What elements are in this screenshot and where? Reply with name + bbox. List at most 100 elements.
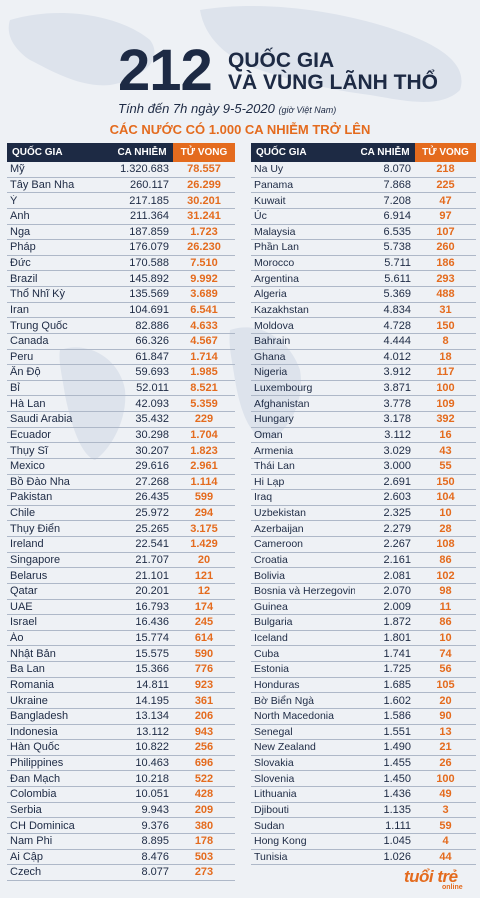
table-row: Ukraine 14.195 361	[7, 693, 235, 709]
cases-cell: 5.369	[383, 288, 411, 301]
deaths-cell: 590	[194, 647, 214, 660]
country-cell: Mexico	[10, 460, 45, 473]
table-row: Bahrain 4.444 8	[251, 334, 476, 350]
deaths-cell: 117	[436, 366, 455, 379]
deaths-cell: 256	[194, 741, 214, 754]
table-row: Bulgaria 1.872 86	[251, 615, 476, 631]
cases-cell: 59.693	[135, 366, 169, 379]
country-cell: Saudi Arabia	[10, 413, 73, 426]
table-row: Ai Cập 8.476 503	[7, 850, 235, 866]
deaths-cell: 104	[436, 491, 455, 504]
table-row: Lithuania 1.436 49	[251, 787, 476, 803]
cases-cell: 22.541	[135, 538, 169, 551]
cases-cell: 3.178	[383, 413, 411, 426]
table-row: Djibouti 1.135 3	[251, 803, 476, 819]
cases-cell: 16.436	[135, 616, 169, 629]
table-row: Senegal 1.551 13	[251, 725, 476, 741]
cases-cell: 10.051	[135, 788, 169, 801]
country-cell: Bồ Đào Nha	[10, 475, 70, 488]
country-cell: Tây Ban Nha	[10, 178, 75, 191]
deaths-cell: 100	[436, 382, 455, 395]
country-cell: Qatar	[10, 585, 38, 598]
table-header: QUỐC GIA CA NHIỄM TỬ VONG	[251, 143, 476, 162]
table-row: Colombia 10.051 428	[7, 787, 235, 803]
table-row: Moldova 4.728 150	[251, 318, 476, 334]
country-cell: Singapore	[10, 553, 61, 566]
table-row: Bồ Đào Nha 27.268 1.114	[7, 475, 235, 491]
cases-cell: 10.822	[135, 741, 169, 754]
deaths-cell: 86	[439, 553, 452, 566]
country-cell: Guinea	[254, 600, 288, 613]
country-cell: Ghana	[254, 350, 286, 363]
deaths-cell: 109	[436, 397, 455, 410]
table-row: Na Uy 8.070 218	[251, 162, 476, 178]
deaths-cell: 503	[194, 850, 214, 863]
table-row: Czech 8.077 273	[7, 865, 235, 881]
country-cell: New Zealand	[254, 741, 316, 754]
table-row: Qatar 20.201 12	[7, 584, 235, 600]
table-row: Nigeria 3.912 117	[251, 365, 476, 381]
table-left: QUỐC GIA CA NHIỄM TỬ VONG Mỹ 1.320.683 78.…	[7, 143, 235, 881]
table-row: Trung Quốc 82.886 4.633	[7, 318, 235, 334]
country-cell: Ireland	[10, 538, 44, 551]
table-row: Argentina 5.611 293	[251, 271, 476, 287]
deaths-cell: 1.714	[190, 350, 218, 363]
cases-cell: 176.079	[129, 241, 169, 254]
cases-cell: 6.914	[383, 210, 411, 223]
country-cell: Peru	[10, 350, 34, 363]
cases-cell: 2.161	[383, 553, 411, 566]
table-row: Hàn Quốc 10.822 256	[7, 740, 235, 756]
deaths-cell: 20	[439, 694, 452, 707]
cases-cell: 2.279	[383, 522, 411, 535]
table-row: Uzbekistan 2.325 10	[251, 506, 476, 522]
country-cell: Bulgaria	[254, 616, 293, 629]
table-row: Azerbaijan 2.279 28	[251, 521, 476, 537]
deaths-cell: 10	[439, 632, 452, 645]
deaths-cell: 74	[439, 647, 452, 660]
country-cell: Indonesia	[10, 725, 58, 738]
deaths-cell: 10	[439, 507, 452, 520]
deaths-cell: 21	[439, 741, 452, 754]
deaths-cell: 18	[439, 350, 452, 363]
deaths-cell: 20	[197, 553, 211, 566]
cases-cell: 52.011	[136, 382, 169, 395]
country-cell: Kuwait	[254, 194, 286, 207]
cases-cell: 104.691	[129, 303, 169, 316]
deaths-cell: 4	[442, 835, 449, 848]
country-cell: Panama	[254, 178, 294, 191]
deaths-cell: 9.992	[190, 272, 218, 285]
cases-cell: 5.738	[383, 241, 411, 254]
country-cell: Sudan	[254, 819, 285, 832]
table-row: Peru 61.847 1.714	[7, 350, 235, 366]
deaths-cell: 3	[442, 803, 449, 816]
table-row: Đức 170.588 7.510	[7, 256, 235, 272]
deaths-cell: 13	[439, 725, 452, 738]
cases-cell: 8.077	[141, 866, 169, 879]
country-cell: Oman	[254, 428, 283, 441]
cases-cell: 3.029	[383, 444, 411, 457]
deaths-cell: 3.175	[190, 522, 218, 535]
cases-cell: 1.872	[383, 616, 411, 629]
table-row: Canada 66.326 4.567	[7, 334, 235, 350]
country-cell: Armenia	[254, 444, 294, 457]
cases-cell: 1.725	[383, 663, 411, 676]
deaths-cell: 1.985	[190, 366, 218, 379]
deaths-cell: 260	[436, 241, 455, 254]
table-row: Bờ Biển Ngà 1.602 20	[251, 693, 476, 709]
country-cell: Senegal	[254, 725, 293, 738]
table-row: Guinea 2.009 11	[251, 600, 476, 616]
cases-cell: 1.685	[383, 678, 411, 691]
table-row: Kuwait 7.208 47	[251, 193, 476, 209]
cases-cell: 13.134	[135, 710, 169, 723]
table-row: Algeria 5.369 488	[251, 287, 476, 303]
deaths-cell: 16	[439, 428, 452, 441]
table-row: Nam Phi 8.895 178	[7, 834, 235, 850]
deaths-cell: 245	[194, 616, 214, 629]
table-row: Đan Mạch 10.218 522	[7, 771, 235, 787]
country-cell: Hàn Quốc	[10, 741, 60, 754]
country-cell: Mỹ	[10, 163, 25, 176]
cases-cell: 5.711	[384, 257, 411, 270]
cases-cell: 1.455	[383, 757, 411, 770]
table-row: Thụy Điển 25.265 3.175	[7, 521, 235, 537]
country-cell: Iceland	[254, 632, 288, 645]
